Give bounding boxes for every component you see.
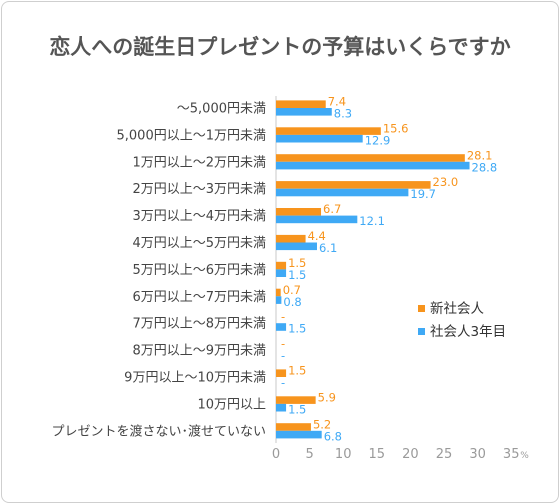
- x-tick-label: 30: [469, 447, 486, 462]
- bar-third-year: [276, 296, 282, 304]
- data-label: -: [281, 337, 285, 351]
- x-tick-label: 10: [335, 447, 352, 462]
- data-label: -: [281, 310, 285, 324]
- legend-box: [404, 290, 530, 350]
- x-unit-label: %: [520, 451, 529, 461]
- bar-new-employee: [276, 369, 287, 377]
- bar-new-employee: [276, 154, 465, 162]
- data-label: 6.8: [324, 429, 342, 443]
- data-label: 19.7: [410, 187, 436, 201]
- category-label: 10万円以上: [197, 397, 266, 412]
- data-label: 0.7: [283, 283, 301, 297]
- bar-new-employee: [276, 234, 306, 243]
- category-label: 5万円以上～6万円未満: [132, 263, 266, 278]
- category-label: プレゼントを渡さない･渡せていない: [51, 423, 266, 439]
- bar-new-employee: [276, 208, 322, 216]
- bar-new-employee: [276, 127, 381, 135]
- bar-third-year: [276, 269, 287, 277]
- bar-new-employee: [276, 396, 316, 404]
- data-label: 28.8: [472, 160, 498, 174]
- data-label: 28.1: [467, 148, 493, 162]
- bar-third-year: [276, 108, 332, 116]
- data-label: 6.1: [319, 241, 337, 255]
- data-label: 1.5: [288, 322, 306, 336]
- bar-third-year: [276, 242, 317, 251]
- legend-label: 社会人3年目: [430, 324, 506, 340]
- category-label: 9万円以上～10万円未満: [124, 371, 266, 386]
- legend-label: 新社会人: [430, 301, 484, 317]
- data-label: -: [281, 349, 285, 363]
- data-label: 0.8: [283, 295, 301, 309]
- category-label: 2万円以上～3万円未満: [132, 182, 266, 197]
- bar-third-year: [276, 323, 287, 331]
- category-label: 3万円以上～4万円未満: [132, 209, 266, 224]
- data-label: -: [281, 376, 285, 390]
- data-label: 1.5: [288, 402, 306, 416]
- x-tick-label: 5: [305, 447, 313, 462]
- category-label: 5,000円以上～1万円未満: [117, 128, 267, 143]
- legend-swatch: [418, 328, 425, 335]
- bar-new-employee: [276, 288, 281, 297]
- category-label: 7万円以上～8万円未満: [132, 317, 266, 332]
- plot-area: ～5,000円未満 7.48.3 5,000円以上～1万円未満 15.612.9 1万円…: [51, 95, 529, 463]
- data-label: 12.9: [365, 133, 391, 147]
- bar-third-year: [276, 403, 287, 412]
- data-label: 23.0: [433, 175, 459, 189]
- category-label: 4万円以上～5万円未満: [132, 236, 266, 251]
- data-label: 15.6: [383, 121, 409, 135]
- data-label: 1.5: [288, 364, 306, 378]
- x-tick-label: 25: [436, 447, 453, 462]
- data-label: 12.1: [359, 214, 385, 228]
- data-label: 7.4: [328, 95, 346, 109]
- x-tick-label: 0: [272, 447, 280, 462]
- bar-new-employee: [276, 100, 326, 108]
- category-label: ～5,000円未満: [177, 102, 266, 117]
- bar-new-employee: [276, 181, 431, 189]
- bar-third-year: [276, 430, 322, 439]
- data-label: 1.5: [288, 256, 306, 270]
- bar-third-year: [276, 215, 358, 224]
- data-label: 8.3: [334, 107, 352, 121]
- data-label: 6.7: [323, 202, 341, 216]
- category-label: 8万円以上～9万円未満: [132, 344, 266, 359]
- category-label: 1万円以上～2万円未満: [132, 155, 266, 170]
- bar-new-employee: [276, 423, 311, 431]
- x-tick-label: 20: [402, 447, 419, 462]
- x-tick-label: 15: [369, 447, 386, 462]
- bar-new-employee: [276, 261, 287, 270]
- legend-swatch: [418, 305, 425, 312]
- data-label: 5.2: [313, 417, 331, 431]
- data-label: 4.4: [308, 229, 326, 243]
- data-label: 5.9: [318, 390, 336, 404]
- category-label: 6万円以上～7万円未満: [132, 290, 266, 305]
- x-tick-label: 35: [503, 447, 520, 462]
- bar-third-year: [276, 188, 409, 197]
- data-label: 1.5: [288, 268, 306, 282]
- chart-title: 恋人への誕生日プレゼントの予算はいくらですか: [49, 35, 510, 59]
- bar-third-year: [276, 134, 363, 143]
- bar-third-year: [276, 161, 470, 170]
